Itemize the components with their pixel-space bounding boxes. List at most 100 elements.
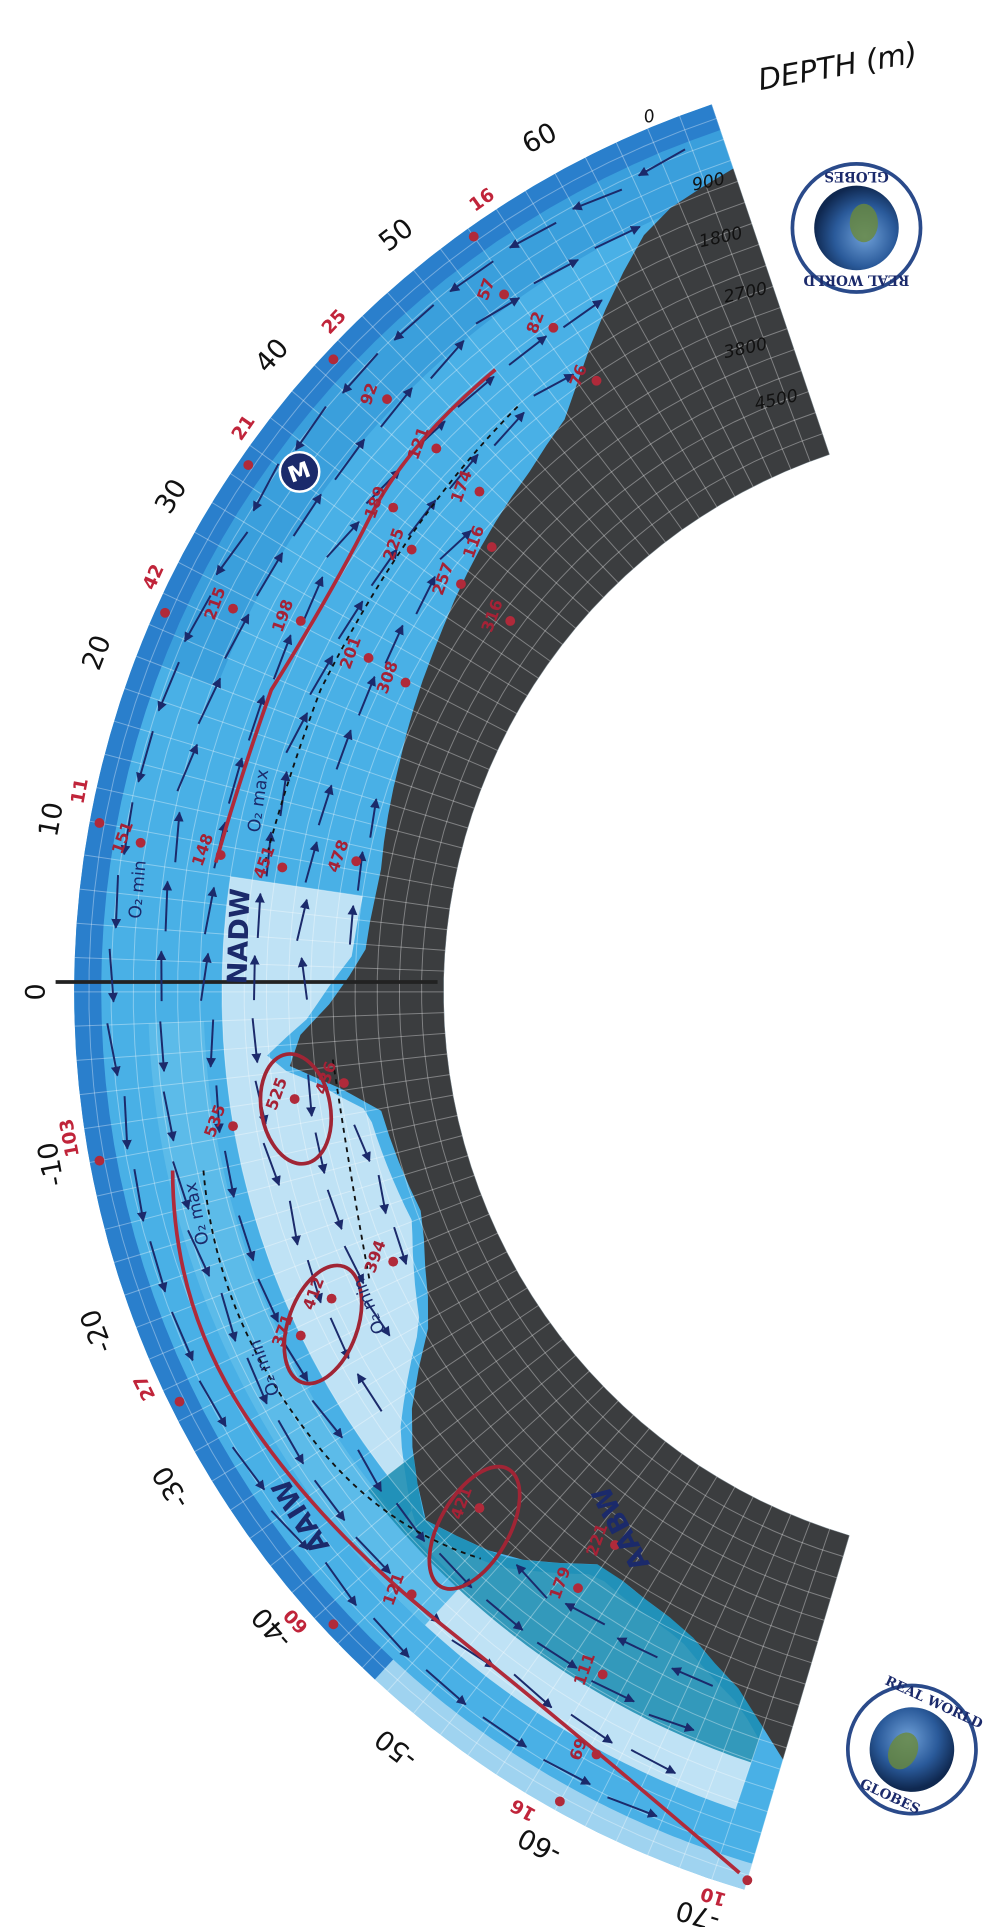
flow-arrow [304, 841, 320, 883]
grid-radial [711, 104, 831, 455]
station-dot [277, 862, 288, 873]
latitude-label: 10 [33, 800, 70, 840]
grid-radial [467, 228, 683, 531]
grid-arc [354, 370, 825, 1621]
flow-arrow [607, 1796, 658, 1818]
section-band [74, 104, 850, 1890]
flow-arrow [395, 1502, 426, 1543]
grid-radial [74, 1012, 445, 1027]
flow-arrow [355, 1536, 392, 1575]
grid-radial [194, 531, 517, 715]
station-dot [591, 375, 602, 386]
flow-arrow [326, 521, 360, 558]
station-dot [486, 542, 497, 552]
grid-radial [584, 1496, 754, 1827]
flow-arrow [183, 595, 212, 643]
flow-arrow [198, 1380, 227, 1428]
latitude-label: 0 [21, 983, 52, 1000]
grid-arc [398, 412, 838, 1579]
surface-value: 11 [68, 777, 93, 806]
surface-value: 16 [507, 1794, 540, 1825]
latitude-label: 60 [517, 117, 562, 160]
flow-arrow [149, 1241, 168, 1293]
flow-arrow [493, 411, 525, 447]
flow-arrow [173, 811, 184, 863]
surface-dot [94, 1155, 105, 1166]
station-dot [228, 603, 238, 614]
grid-arc [199, 223, 781, 1770]
flow-arrow [136, 730, 154, 783]
station-dot [597, 1669, 608, 1680]
grid-radial [291, 1355, 576, 1593]
flow-arrow [237, 1215, 256, 1262]
surface-band-south [374, 1659, 753, 1890]
surface-value: 27 [130, 1371, 160, 1403]
station-dot [215, 850, 226, 861]
sample-ellipse [282, 1263, 364, 1386]
depth-title: DEPTH (m) [756, 36, 920, 97]
grid-arc [288, 307, 806, 1685]
flow-arrow [671, 1667, 714, 1687]
flow-arrow [187, 1229, 211, 1277]
grid-radial [89, 1094, 454, 1163]
grid-radial [615, 1505, 773, 1842]
grid-radial [387, 1414, 634, 1692]
grid-radial [211, 1287, 528, 1482]
flow-arrow [439, 529, 472, 561]
grid-radial [711, 1528, 831, 1880]
surface-dot [554, 1796, 565, 1807]
grid-radial [679, 115, 811, 462]
surface-dot [328, 354, 339, 365]
latitude-label: -60 [513, 1821, 567, 1869]
grid-radial [647, 128, 792, 470]
flow-arrow [227, 757, 245, 804]
flow-arrow [616, 1637, 658, 1659]
surface-dot [94, 818, 105, 828]
seafloor [289, 168, 850, 1760]
upper-blue [161, 129, 740, 688]
grid-radial [584, 157, 754, 488]
flow-arrow [285, 712, 309, 754]
surface-dot [742, 1875, 753, 1886]
flow-arrow [475, 297, 521, 325]
flow-arrow [591, 1679, 635, 1703]
flow-arrow [570, 1713, 613, 1744]
station-dot [456, 579, 466, 589]
flow-arrow [171, 1311, 194, 1362]
flow-arrow [272, 634, 293, 680]
grid-arc [376, 391, 831, 1600]
flow-arrow [377, 1174, 389, 1215]
flow-arrow [326, 1189, 344, 1231]
flow-arrow [197, 677, 222, 725]
grid-radial [270, 417, 563, 645]
station-dot [406, 544, 417, 555]
flow-arrow [513, 1673, 553, 1709]
flow-arrow [448, 453, 479, 490]
flow-arrow [200, 952, 212, 1001]
flow-arrow [121, 1096, 132, 1150]
flow-arrow [369, 798, 380, 838]
grid-radial [647, 1514, 792, 1856]
flow-arrow [254, 892, 265, 939]
flow-arrow [630, 1749, 677, 1774]
flow-arrow [485, 1599, 524, 1631]
station-dot [610, 1540, 620, 1550]
latitude-label: 20 [76, 631, 117, 674]
station-dot [505, 616, 516, 626]
station-dot [135, 837, 146, 848]
flow-arrow [302, 576, 324, 621]
flow-arrow [223, 1150, 237, 1199]
o2-line [264, 405, 519, 863]
water-mass-label: NADW [222, 888, 256, 985]
grid-radial [679, 1521, 811, 1868]
logo-land [887, 1732, 919, 1770]
flow-arrow [203, 886, 218, 935]
flow-arrow [231, 1446, 266, 1491]
latitude-label: -30 [147, 1460, 197, 1514]
grid-radial [744, 1535, 850, 1890]
flow-arrow [309, 655, 334, 696]
station-dot [388, 502, 399, 513]
grid-radial [148, 1213, 490, 1360]
